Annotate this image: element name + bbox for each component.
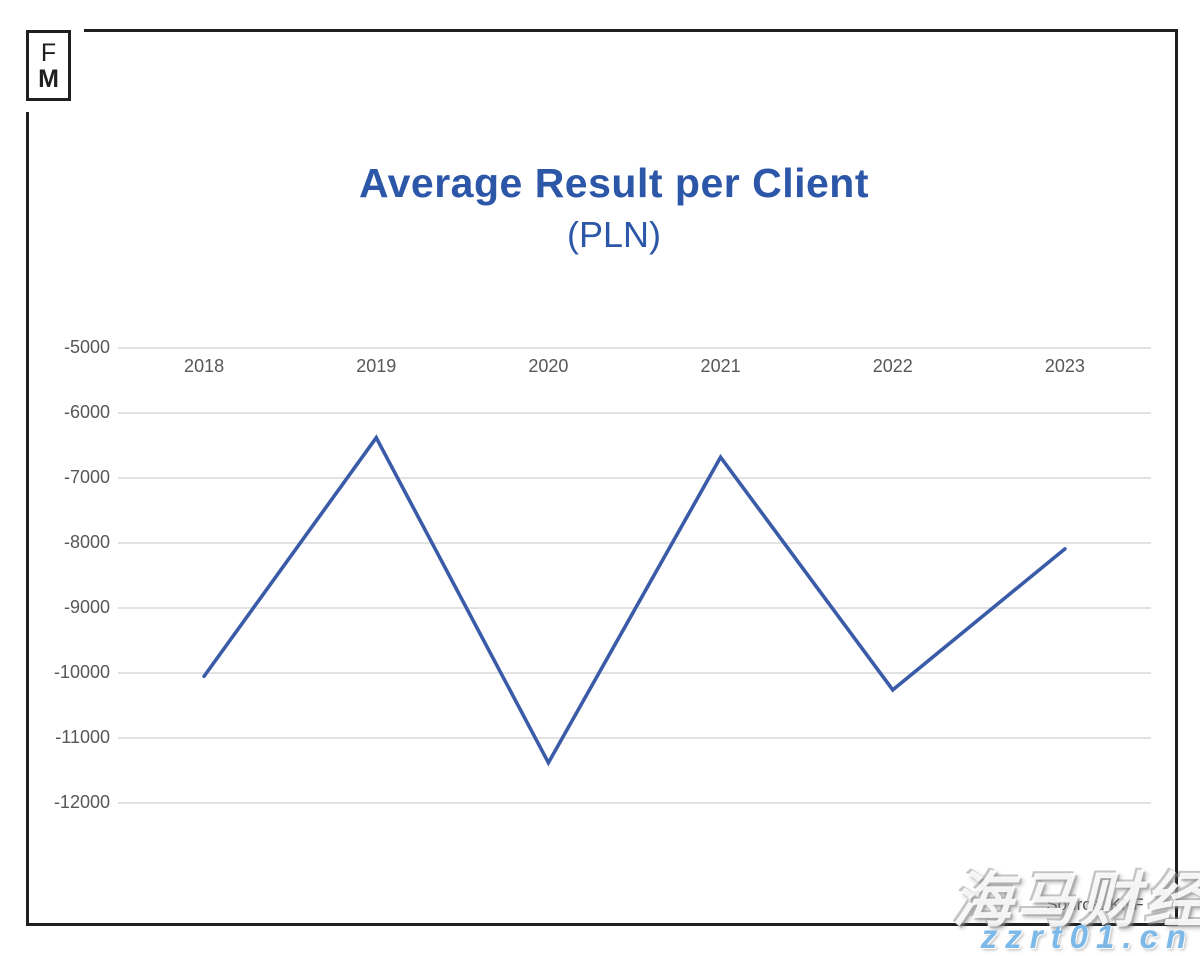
source-note: Source: KNF	[1046, 895, 1144, 914]
x-tick-label: 2021	[700, 356, 741, 376]
chart-subtitle: (PLN)	[566, 214, 661, 255]
gridline	[118, 542, 1151, 544]
line-series-svg	[202, 434, 1067, 767]
frame-border-right	[1175, 29, 1178, 926]
y-tick-label: -11000	[55, 727, 110, 747]
watermark-chinese-text: 海马财经	[952, 866, 1200, 936]
y-tick-label: -10000	[53, 662, 110, 682]
x-tick-label: 2018	[184, 356, 225, 376]
chart-title: Average Result per Client	[359, 160, 869, 206]
data-line	[202, 434, 1067, 767]
watermark-url-text: zzrt01.cn	[980, 918, 1194, 955]
frame-border-left	[26, 112, 29, 923]
x-tick-label: 2020	[528, 356, 569, 376]
gridline	[118, 477, 1151, 479]
y-tick-label: -12000	[53, 792, 110, 812]
x-tick-label: 2022	[872, 356, 913, 376]
frame-border-bottom	[26, 923, 1178, 926]
gridline	[118, 412, 1151, 414]
frame-border-top	[84, 29, 1178, 32]
y-tick-label: -7000	[63, 467, 110, 487]
fm-logo-letter-f: F	[40, 38, 57, 67]
fm-logo-letter-m: M	[38, 64, 59, 93]
gridline	[118, 347, 1151, 349]
gridline	[118, 802, 1151, 804]
y-tick-label: -5000	[63, 337, 110, 357]
y-axis-labels: -5000 -6000 -7000 -8000 -9000 -10000 -11000 -12…	[18, 337, 110, 812]
gridline	[118, 672, 1151, 674]
fm-logo: F M	[26, 30, 71, 101]
y-tick-label: -6000	[63, 402, 110, 422]
y-tick-label: -9000	[63, 597, 110, 617]
plot-area	[118, 347, 1151, 804]
x-tick-label: 2023	[1044, 356, 1085, 376]
x-tick-label: 2019	[356, 356, 397, 376]
x-axis-labels: 2018 2019 2020 2021 2022 2023	[118, 356, 1151, 380]
gridline	[118, 737, 1151, 739]
y-tick-label: -8000	[63, 532, 110, 552]
